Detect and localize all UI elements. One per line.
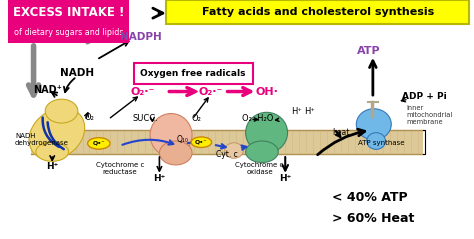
Circle shape <box>191 137 211 147</box>
Text: Q•⁻: Q•⁻ <box>195 140 208 145</box>
Text: H⁺: H⁺ <box>153 174 165 183</box>
Ellipse shape <box>246 112 288 153</box>
Text: Cytochrome c
oxidase: Cytochrome c oxidase <box>236 162 284 175</box>
Text: O₂·⁻: O₂·⁻ <box>199 87 223 97</box>
Ellipse shape <box>150 114 192 157</box>
Text: heat: heat <box>332 128 350 137</box>
FancyArrowPatch shape <box>43 118 59 147</box>
Text: EXCESS INTAKE !: EXCESS INTAKE ! <box>13 6 124 19</box>
Text: Cyt. c: Cyt. c <box>216 150 238 159</box>
Text: < 40% ATP: < 40% ATP <box>332 191 408 204</box>
Text: O₂  H₂O: O₂ H₂O <box>242 114 273 123</box>
Text: Fatty acids and cholesterol synthesis: Fatty acids and cholesterol synthesis <box>202 7 434 17</box>
Ellipse shape <box>225 143 243 158</box>
Text: OH·: OH· <box>255 87 278 97</box>
Text: Q₁₀: Q₁₀ <box>177 135 189 144</box>
FancyArrowPatch shape <box>47 122 64 149</box>
Ellipse shape <box>159 141 192 165</box>
FancyBboxPatch shape <box>8 0 129 43</box>
Text: H⁺: H⁺ <box>292 107 302 116</box>
Text: NADPH: NADPH <box>120 32 162 42</box>
Text: ATP: ATP <box>357 46 381 56</box>
Text: H⁺: H⁺ <box>279 174 292 183</box>
Text: O₂·⁻: O₂·⁻ <box>131 87 155 97</box>
Text: NADH: NADH <box>60 68 94 78</box>
Text: O₂: O₂ <box>84 113 94 122</box>
Text: Cytochrome c
reductase: Cytochrome c reductase <box>96 162 144 175</box>
Text: NAD⁺: NAD⁺ <box>34 85 63 95</box>
FancyBboxPatch shape <box>31 130 423 154</box>
Text: Inner
mitochondrial
membrane: Inner mitochondrial membrane <box>406 105 453 125</box>
FancyBboxPatch shape <box>166 0 469 24</box>
Text: of dietary sugars and lipids: of dietary sugars and lipids <box>14 28 123 37</box>
Ellipse shape <box>29 108 85 160</box>
Text: SUCC.: SUCC. <box>133 114 158 123</box>
Ellipse shape <box>367 133 385 149</box>
Ellipse shape <box>246 141 278 163</box>
Text: O₂: O₂ <box>192 114 201 123</box>
Ellipse shape <box>36 142 69 161</box>
Text: H⁺: H⁺ <box>304 107 315 116</box>
Text: ADP + Pi: ADP + Pi <box>402 92 447 101</box>
FancyBboxPatch shape <box>134 63 253 84</box>
Text: Oxygen free radicals: Oxygen free radicals <box>140 69 246 78</box>
Ellipse shape <box>45 99 78 123</box>
Circle shape <box>88 138 110 149</box>
Text: > 60% Heat: > 60% Heat <box>332 212 414 225</box>
Text: ATP synthase: ATP synthase <box>357 140 404 147</box>
Text: NADH
dehydrogenase: NADH dehydrogenase <box>15 133 69 146</box>
Text: Q•⁻: Q•⁻ <box>92 141 105 146</box>
Ellipse shape <box>356 109 391 140</box>
Text: H⁺: H⁺ <box>46 162 58 171</box>
